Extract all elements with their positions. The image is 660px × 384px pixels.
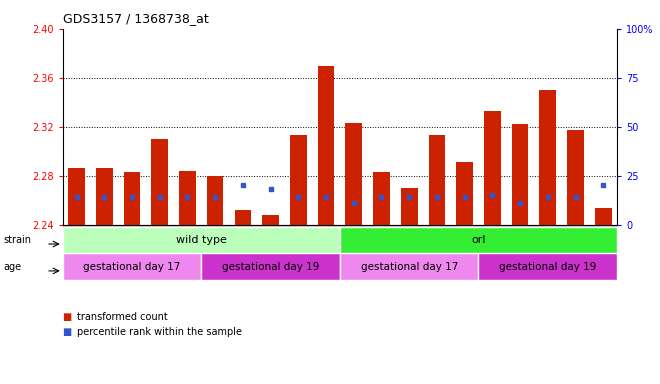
Bar <box>539 90 556 225</box>
Text: ■: ■ <box>63 327 75 337</box>
Bar <box>96 168 113 225</box>
Bar <box>68 168 85 225</box>
Text: wild type: wild type <box>176 235 227 245</box>
Text: age: age <box>3 262 21 272</box>
Bar <box>401 188 418 225</box>
Bar <box>151 139 168 225</box>
Bar <box>595 207 612 225</box>
Bar <box>345 123 362 225</box>
Text: transformed count: transformed count <box>77 312 168 322</box>
Text: ■: ■ <box>63 312 75 322</box>
Bar <box>478 253 617 280</box>
Bar <box>201 253 340 280</box>
Text: gestational day 17: gestational day 17 <box>83 262 181 272</box>
Bar <box>179 171 196 225</box>
Bar <box>63 227 340 253</box>
Bar <box>207 176 224 225</box>
Bar <box>456 162 473 225</box>
Bar <box>317 66 335 225</box>
Bar <box>428 135 446 225</box>
Bar <box>567 131 584 225</box>
Bar <box>512 124 529 225</box>
Text: orl: orl <box>471 235 486 245</box>
Bar <box>262 215 279 225</box>
Bar <box>373 172 390 225</box>
Text: percentile rank within the sample: percentile rank within the sample <box>77 327 242 337</box>
Text: GDS3157 / 1368738_at: GDS3157 / 1368738_at <box>63 12 209 25</box>
Text: gestational day 19: gestational day 19 <box>222 262 319 272</box>
Bar <box>123 172 141 225</box>
Text: gestational day 17: gestational day 17 <box>360 262 458 272</box>
Bar <box>484 111 501 225</box>
Bar <box>340 227 617 253</box>
Bar <box>290 135 307 225</box>
Text: strain: strain <box>3 235 31 245</box>
Bar <box>340 253 478 280</box>
Bar <box>63 253 201 280</box>
Bar <box>234 210 251 225</box>
Text: gestational day 19: gestational day 19 <box>499 262 597 272</box>
